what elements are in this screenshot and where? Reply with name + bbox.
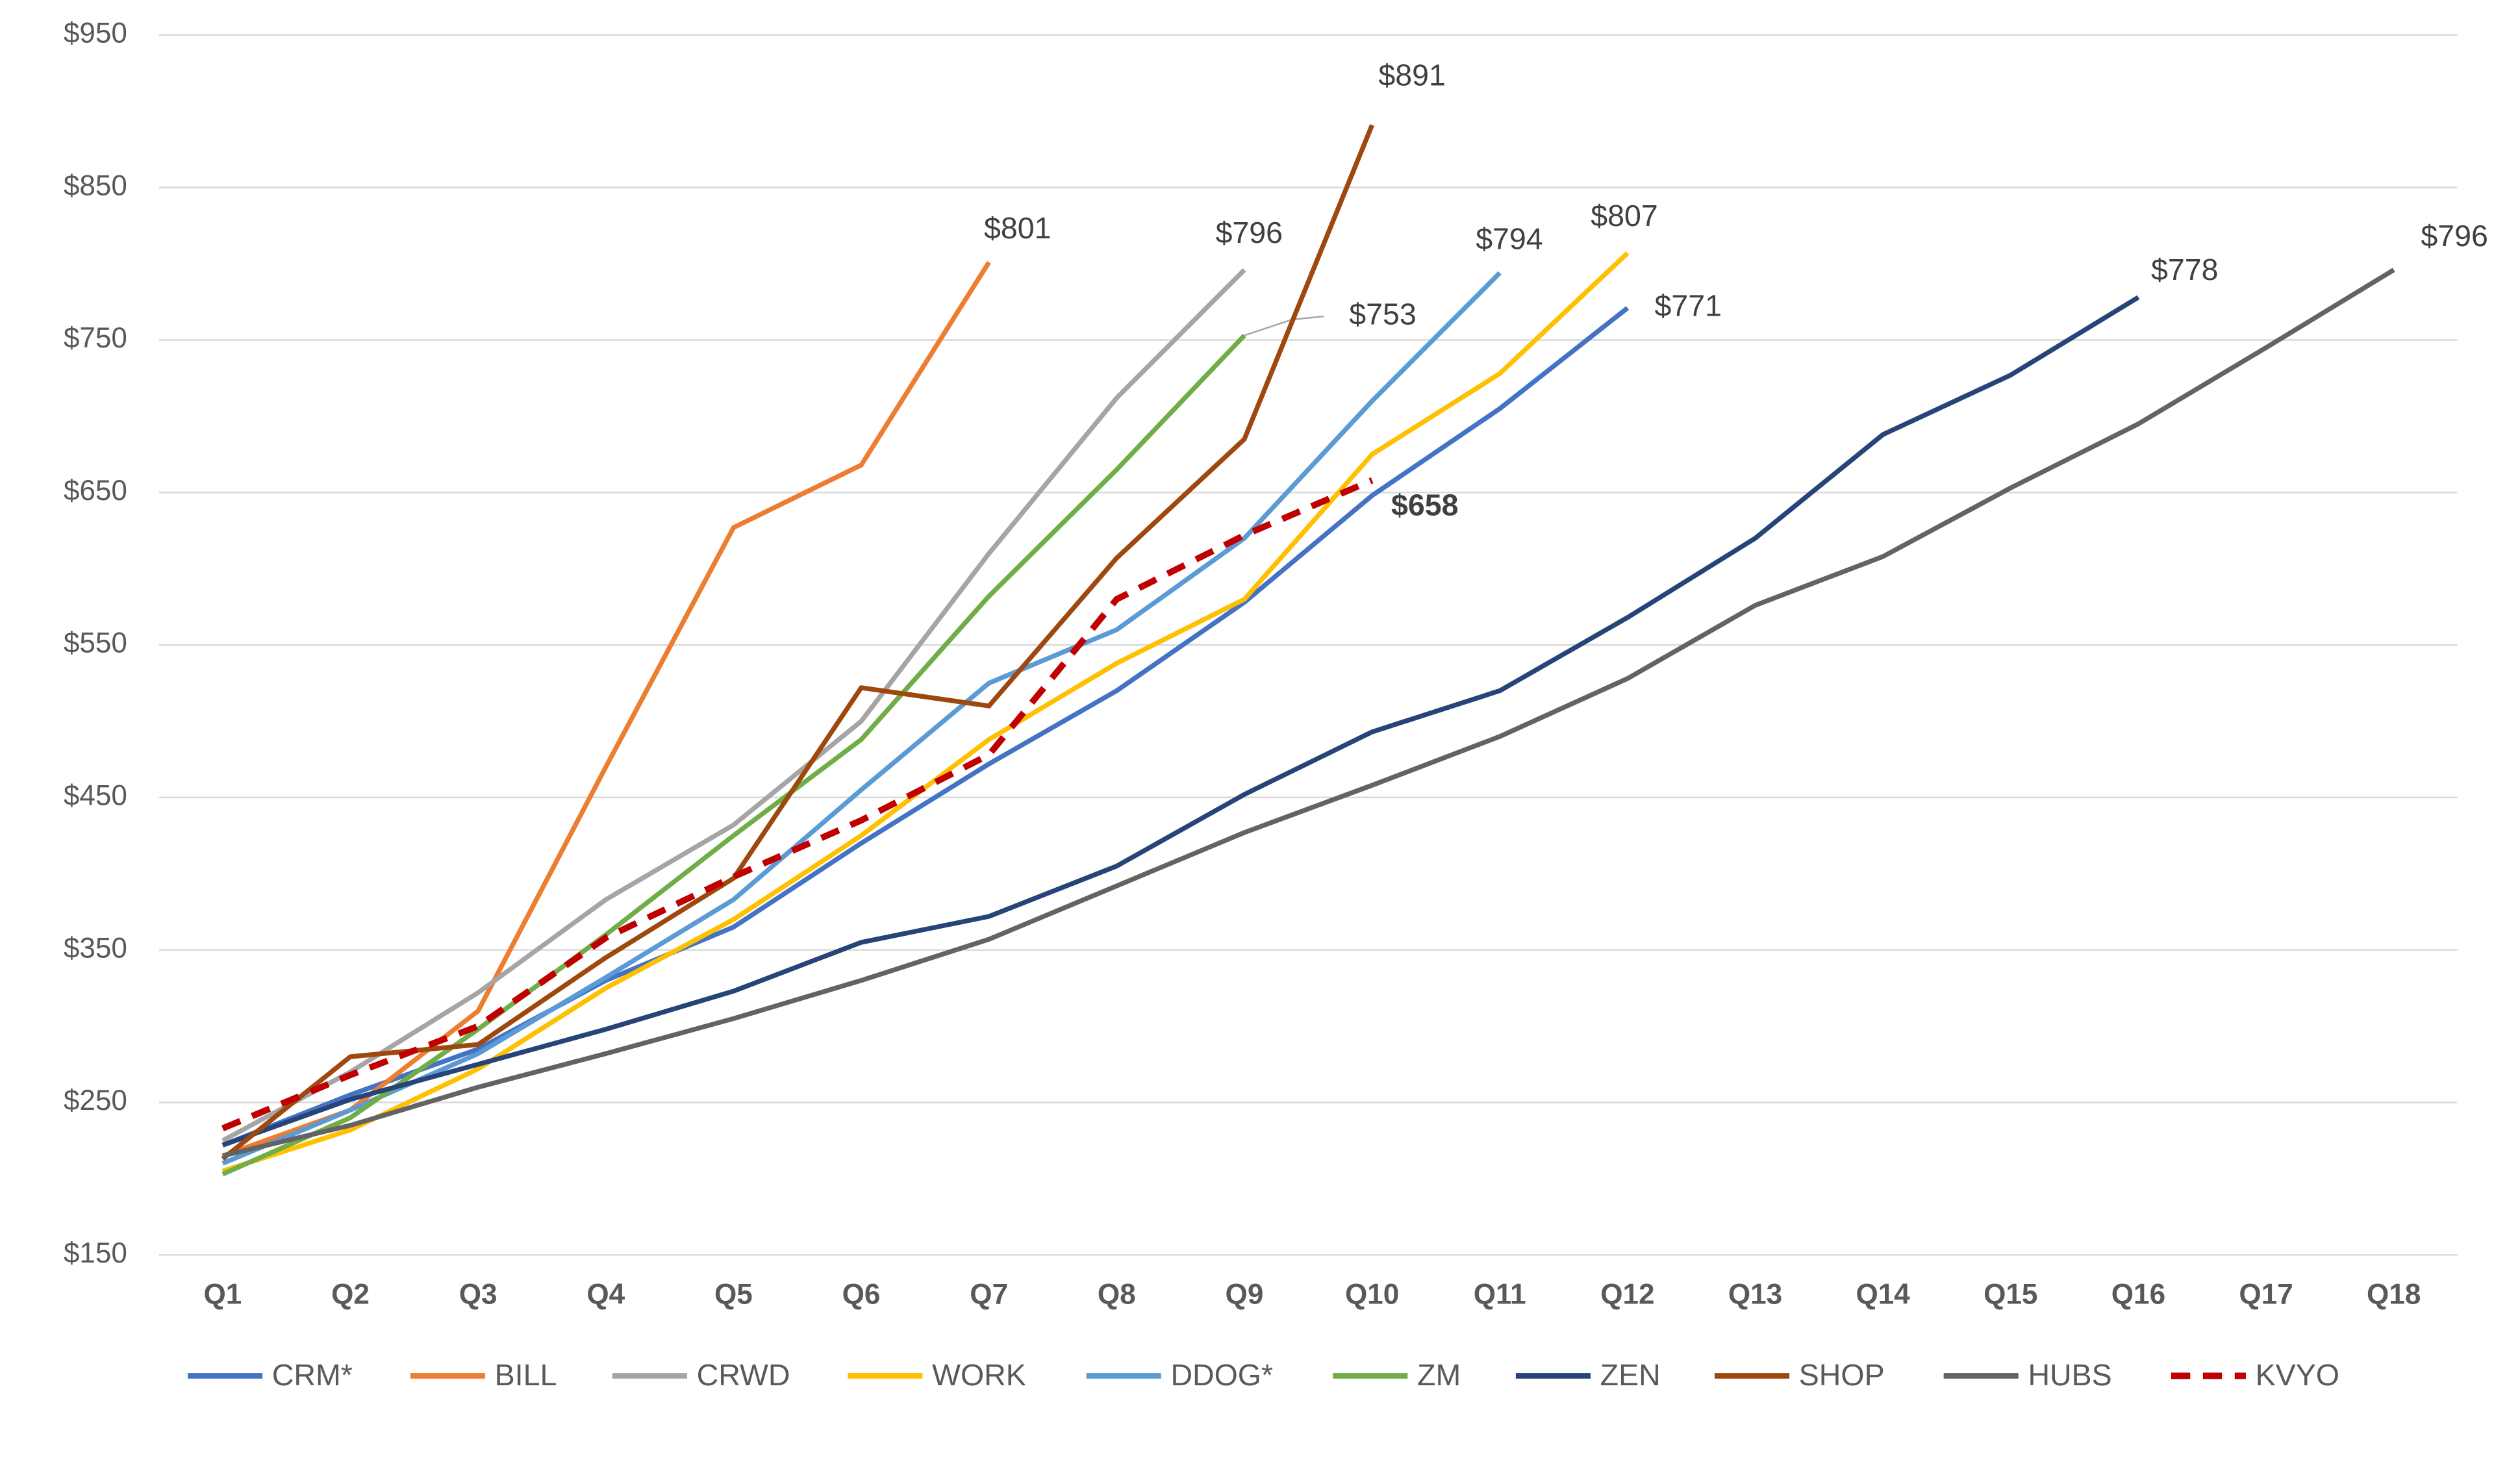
end-label: $796	[2421, 219, 2488, 253]
series-line	[222, 268, 2395, 1159]
y-tick-label: $150	[64, 1237, 127, 1269]
x-tick-label: Q8	[1098, 1279, 1136, 1311]
x-tick-label: Q13	[1728, 1279, 1782, 1311]
legend-label: SHOP	[1799, 1358, 1885, 1392]
x-tick-label: Q9	[1226, 1279, 1264, 1311]
series-line	[221, 477, 1374, 1131]
x-tick-label: Q4	[586, 1279, 625, 1311]
y-tick-label: $650	[64, 475, 127, 507]
end-label: $753	[1349, 297, 1416, 331]
x-tick-label: Q7	[970, 1279, 1008, 1311]
end-label: $807	[1591, 199, 1657, 233]
y-tick-label: $450	[64, 780, 127, 812]
series-line	[221, 333, 1246, 1177]
legend-label: HUBS	[2028, 1358, 2111, 1392]
series-line	[221, 251, 1630, 1174]
x-tick-label: Q10	[1345, 1279, 1399, 1311]
end-label: $796	[1216, 216, 1283, 249]
y-tick-label: $250	[64, 1085, 127, 1116]
legend-label: ZM	[1417, 1358, 1461, 1392]
series-line	[221, 295, 2140, 1148]
end-label: $891	[1378, 58, 1445, 92]
legend-label: KVYO	[2256, 1358, 2339, 1392]
x-tick-label: Q2	[331, 1279, 370, 1311]
x-tick-label: Q18	[2367, 1279, 2421, 1311]
x-tick-label: Q6	[842, 1279, 881, 1311]
x-tick-label: Q3	[459, 1279, 498, 1311]
end-label: $778	[2151, 253, 2218, 286]
legend-label: WORK	[932, 1358, 1026, 1392]
x-tick-label: Q5	[714, 1279, 753, 1311]
end-label: $658	[1391, 488, 1458, 522]
x-tick-label: Q15	[1984, 1279, 2037, 1311]
x-tick-label: Q17	[2239, 1279, 2293, 1311]
x-tick-label: Q1	[203, 1279, 242, 1311]
x-tick-label: Q16	[2111, 1279, 2165, 1311]
legend-label: CRM*	[272, 1358, 353, 1392]
y-tick-label: $950	[64, 18, 127, 49]
leader-line	[1244, 315, 1324, 336]
y-tick-label: $550	[64, 627, 127, 659]
series-line	[221, 306, 1630, 1148]
end-label: $771	[1655, 289, 1722, 323]
x-tick-label: Q12	[1600, 1279, 1654, 1311]
legend-label: DDOG*	[1170, 1358, 1273, 1392]
legend-label: ZEN	[1600, 1358, 1661, 1392]
series-line	[221, 124, 1375, 1161]
x-tick-label: Q11	[1474, 1279, 1526, 1311]
series-line	[221, 271, 1502, 1166]
legend-label: CRWD	[697, 1358, 790, 1392]
end-label: $801	[984, 211, 1051, 245]
series-line	[221, 260, 991, 1159]
end-label: $794	[1476, 222, 1543, 256]
x-tick-label: Q14	[1856, 1279, 1910, 1311]
series-line	[221, 268, 1246, 1143]
y-tick-label: $350	[64, 932, 127, 964]
y-tick-label: $750	[64, 322, 127, 354]
legend-label: BILL	[495, 1358, 557, 1392]
y-tick-label: $850	[64, 170, 127, 201]
